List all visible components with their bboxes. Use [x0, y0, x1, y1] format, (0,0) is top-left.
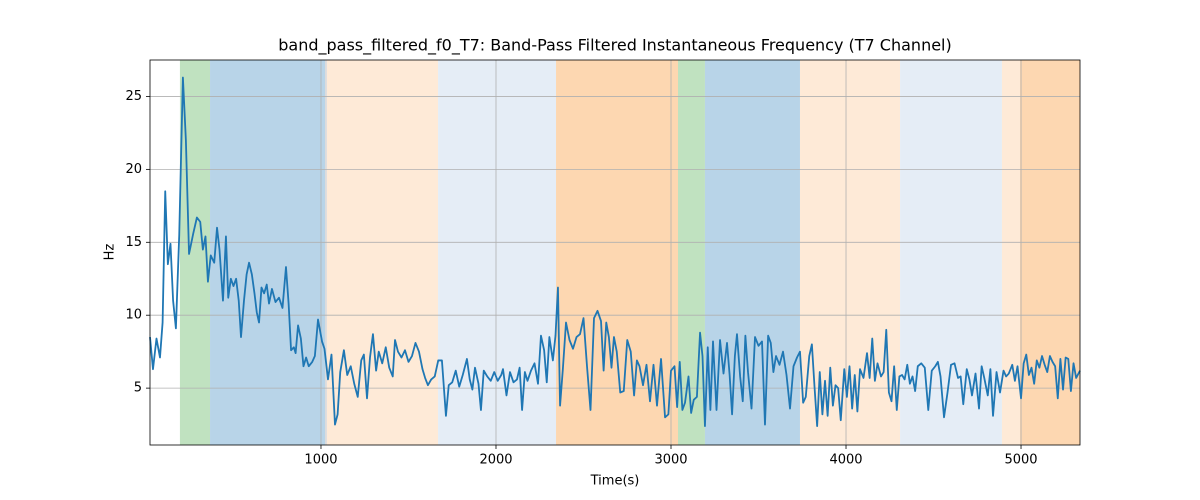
x-tick-label: 3000: [654, 453, 687, 468]
span: [556, 60, 679, 445]
span: [210, 60, 326, 445]
y-tick-label: 10: [125, 308, 142, 323]
y-tick-label: 15: [125, 235, 142, 250]
span: [1001, 60, 1020, 445]
x-tick-label: 2000: [479, 453, 512, 468]
data-line: [149, 76, 1081, 427]
plot-frame: [149, 59, 1081, 446]
span: [325, 60, 327, 445]
y-axis-label: Hz: [103, 244, 118, 261]
y-tick-label: 20: [125, 162, 142, 177]
x-axis-label: Time(s): [590, 474, 640, 489]
chart-title: band_pass_filtered_f0_T7: Band-Pass Filt…: [278, 36, 951, 56]
span: [438, 60, 557, 445]
x-tick-label: 5000: [1004, 453, 1037, 468]
span: [326, 60, 439, 445]
x-tick-label: 1000: [304, 453, 337, 468]
y-tick-label: 5: [134, 381, 142, 396]
span: [678, 60, 705, 445]
y-tick-label: 25: [125, 89, 142, 104]
x-tick-label: 4000: [829, 453, 862, 468]
